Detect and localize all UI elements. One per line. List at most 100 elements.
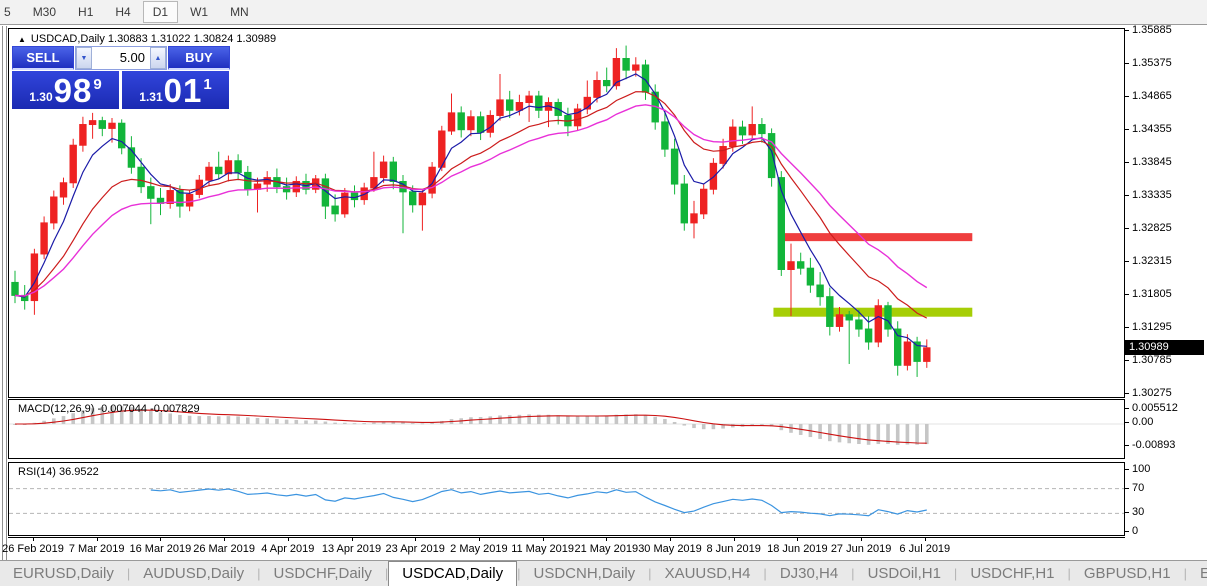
macd-chart — [9, 405, 1124, 445]
volume-input[interactable]: 5.00 — [119, 50, 145, 65]
price-axis-tick — [1125, 261, 1129, 262]
date-axis-tick — [733, 538, 735, 541]
symbol-tab-bar: EURUSD,Daily | AUDUSD,Daily | USDCHF,Daily | U… — [0, 560, 1207, 586]
price-axis-tick — [1125, 294, 1129, 295]
window-splitter[interactable] — [6, 26, 7, 586]
window-edge-line — [2, 26, 3, 586]
tab-separator: | — [1067, 566, 1071, 581]
resistance-line[interactable] — [778, 233, 973, 242]
macd-label: MACD(12,26,9) -0.007044 -0.007829 — [18, 403, 200, 415]
price-axis-label: 1.34355 — [1132, 123, 1172, 135]
date-axis: 26 Feb 2019 7 Mar 2019 16 Mar 2019 26 Mar 2… — [2, 537, 1125, 560]
symbol-tab-USDCHF-H1[interactable]: USDCHF,H1 — [970, 565, 1055, 582]
date-axis-tick — [670, 538, 671, 541]
timeframe-tab-5[interactable]: 5 — [4, 5, 11, 19]
symbol-tab-USDOil-H1[interactable]: USDOil,H1 — [867, 565, 941, 582]
timeframe-tab-W1[interactable]: W1 — [190, 5, 209, 19]
macd-axis-label: -0.00893 — [1132, 439, 1176, 451]
price-axis-label: 1.33335 — [1132, 189, 1172, 201]
date-axis-label: 2 May 2019 — [450, 543, 508, 555]
date-axis-label: 18 Jun 2019 — [767, 543, 828, 555]
price-axis-tick — [1125, 96, 1129, 97]
tab-separator: | — [1183, 566, 1187, 581]
symbol-tab-XAUUSD-H4[interactable]: XAUUSD,H4 — [664, 565, 751, 582]
date-axis-label: 6 Jul 2019 — [899, 543, 951, 555]
price-axis-label: 1.32315 — [1132, 255, 1172, 267]
macd-axis-tick — [1125, 445, 1129, 446]
date-axis-tick — [542, 538, 544, 541]
date-axis-tick — [861, 538, 863, 541]
buy-button[interactable]: BUY — [168, 46, 230, 70]
date-axis-tick — [606, 538, 608, 541]
candles-group — [11, 45, 931, 377]
date-axis-tick — [797, 538, 799, 541]
volume-increase-icon[interactable]: ▲ — [150, 47, 166, 69]
support-line[interactable] — [773, 307, 973, 317]
ma_mid-line — [14, 91, 928, 319]
price-axis-tick — [1125, 63, 1129, 64]
price-axis-label: 1.35375 — [1132, 57, 1172, 69]
timeframe-toolbar: 5 M30 H1 H4 D1 W1 MN — [0, 0, 1207, 25]
macd-axis-label: 0.005512 — [1132, 402, 1178, 414]
price-axis-label: 1.30275 — [1132, 387, 1172, 399]
symbol-tab-AUDUSD-Daily[interactable]: AUDUSD,Daily — [143, 565, 245, 582]
rsi-axis-label: 100 — [1132, 463, 1151, 475]
price-axis-label: 1.35885 — [1132, 24, 1172, 36]
macd-axis-tick — [1125, 422, 1129, 423]
price-axis-label: 1.31805 — [1132, 288, 1172, 300]
rsi-axis-tick — [1125, 512, 1129, 513]
sell-price-prefix: 1.30 — [29, 90, 53, 104]
tab-separator: | — [384, 566, 389, 581]
price-axis-label: 1.34865 — [1132, 90, 1172, 102]
timeframe-tab-M30[interactable]: M30 — [32, 5, 57, 19]
date-axis-label: 7 Mar 2019 — [68, 543, 125, 555]
sell-price-pip: 9 — [93, 76, 102, 93]
price-axis-tick — [1125, 195, 1129, 196]
symbol-tab-DJ30-H4[interactable]: DJ30,H4 — [779, 565, 839, 582]
timeframe-tab-D1[interactable]: D1 — [142, 1, 179, 23]
date-axis-tick — [351, 538, 353, 541]
date-axis-tick — [96, 538, 98, 541]
ma_fast-line — [14, 73, 927, 347]
tab-separator: | — [763, 566, 767, 581]
symbol-tab-USDCHF-Daily[interactable]: USDCHF,Daily — [273, 565, 372, 582]
date-axis-label: 26 Mar 2019 — [193, 543, 255, 555]
macd-signal-line — [15, 409, 927, 444]
date-axis-tick — [224, 538, 226, 541]
volume-decrease-icon[interactable]: ▼ — [76, 47, 92, 69]
timeframe-tab-MN[interactable]: MN — [230, 5, 249, 19]
volume-stepper: ▼ 5.00 ▲ — [75, 46, 167, 70]
sell-price-box[interactable]: 1.30 98 9 — [12, 71, 119, 109]
timeframe-tab-H4[interactable]: H4 — [115, 5, 131, 19]
sell-button[interactable]: SELL — [12, 46, 74, 70]
date-axis-tick — [924, 538, 926, 541]
candlestick-chart[interactable] — [9, 29, 1124, 397]
price-axis-label: 1.32825 — [1132, 222, 1172, 234]
symbol-tab-USDCAD-Daily[interactable]: USDCAD,Daily — [388, 561, 518, 586]
rsi-axis-label: 70 — [1132, 482, 1145, 494]
macd-indicator-panel[interactable] — [8, 399, 1125, 459]
macd-histogram — [13, 405, 929, 445]
rsi-indicator-panel[interactable] — [8, 462, 1125, 536]
macd-axis-label: 0.00 — [1132, 416, 1154, 428]
tab-separator: | — [851, 566, 855, 581]
price-axis-label: 1.31295 — [1132, 321, 1172, 333]
rsi-axis-tick — [1125, 531, 1129, 532]
date-axis-tick — [287, 538, 289, 541]
price-axis-tick — [1125, 129, 1129, 130]
tab-separator: | — [953, 566, 958, 581]
collapse-chart-icon[interactable]: ▲ — [18, 35, 26, 44]
symbol-tab-EURUSD-Daily[interactable]: EURUSD,Daily — [13, 565, 114, 582]
rsi-chart — [9, 488, 1124, 517]
price-axis-tick — [1125, 327, 1129, 328]
symbol-tab-USDCNH-Daily[interactable]: USDCNH,Daily — [533, 565, 636, 582]
date-axis-label: 16 Mar 2019 — [129, 543, 192, 555]
symbol-tab-EURUSD-H1[interactable]: EURUSD,H1 — [1187, 563, 1207, 584]
timeframe-tab-H1[interactable]: H1 — [78, 5, 94, 19]
symbol-ohlc-text: USDCAD,Daily 1.30883 1.31022 1.30824 1.3… — [30, 33, 277, 45]
buy-price-box[interactable]: 1.31 01 1 — [122, 71, 229, 109]
price-axis-tick — [1125, 360, 1129, 361]
date-axis-label: 13 Apr 2019 — [321, 543, 382, 555]
symbol-tab-GBPUSD-H1[interactable]: GBPUSD,H1 — [1083, 565, 1171, 582]
